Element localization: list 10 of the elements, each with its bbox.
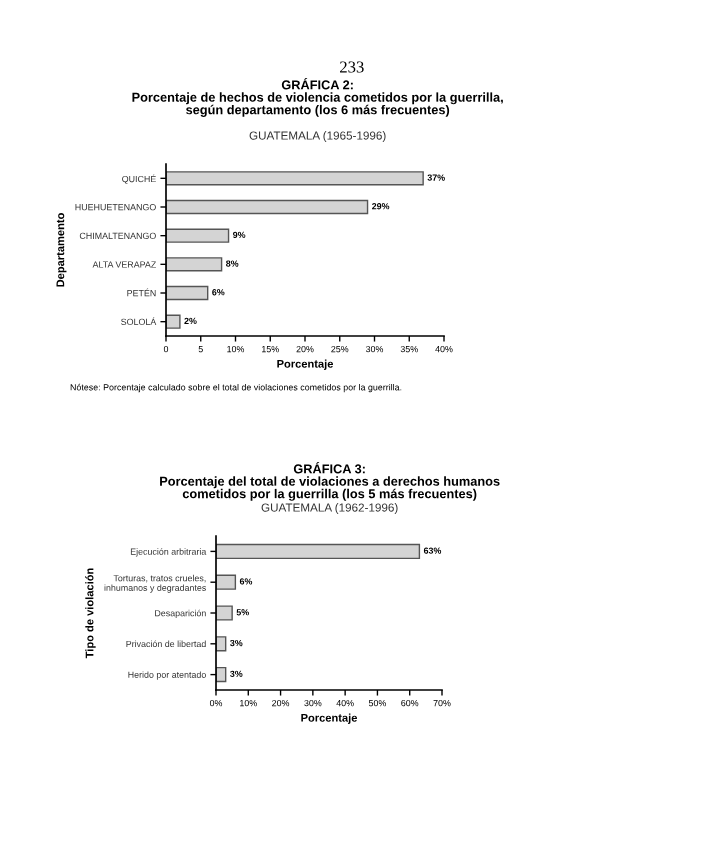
- bar: [216, 574, 237, 590]
- bar: [216, 543, 421, 560]
- bar: [166, 314, 181, 329]
- text: 233: [340, 61, 364, 73]
- bar: [166, 228, 230, 243]
- bar: [166, 199, 369, 215]
- bar: [166, 171, 424, 186]
- bar: [166, 285, 209, 301]
- bar: [166, 257, 223, 272]
- bar: [216, 605, 233, 621]
